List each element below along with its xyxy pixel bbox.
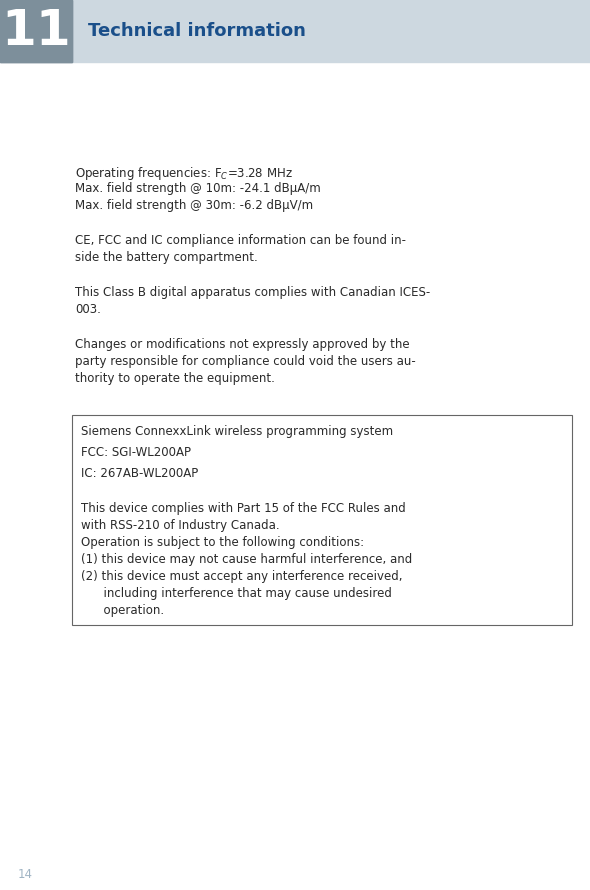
Text: party responsible for compliance could void the users au-: party responsible for compliance could v… (75, 355, 416, 368)
Text: Siemens ConnexxLink wireless programming system: Siemens ConnexxLink wireless programming… (81, 425, 393, 438)
Text: 14: 14 (18, 868, 33, 880)
Bar (0, 0, 590, 62)
Text: IC: 267AB-WL200AP: IC: 267AB-WL200AP (81, 467, 198, 480)
Text: FCC: SGI-WL200AP: FCC: SGI-WL200AP (81, 446, 191, 459)
Text: operation.: operation. (81, 604, 164, 617)
Text: This device complies with Part 15 of the FCC Rules and: This device complies with Part 15 of the… (81, 502, 406, 515)
Text: 003.: 003. (75, 303, 101, 316)
Bar (0, 0, 72, 62)
Text: Max. field strength @ 10m: -24.1 dBμA/m: Max. field strength @ 10m: -24.1 dBμA/m (75, 182, 321, 195)
Text: Max. field strength @ 30m: -6.2 dBμV/m: Max. field strength @ 30m: -6.2 dBμV/m (75, 199, 313, 212)
Text: with RSS-210 of Industry Canada.: with RSS-210 of Industry Canada. (81, 519, 280, 532)
Text: Operation is subject to the following conditions:: Operation is subject to the following co… (81, 536, 364, 549)
Text: side the battery compartment.: side the battery compartment. (75, 251, 258, 264)
Text: (2) this device must accept any interference received,: (2) this device must accept any interfer… (81, 570, 402, 583)
Bar (0, 0, 72, 62)
Text: This Class B digital apparatus complies with Canadian ICES-: This Class B digital apparatus complies … (75, 286, 430, 299)
Bar (72, 415, 572, 625)
Text: (1) this device may not cause harmful interference, and: (1) this device may not cause harmful in… (81, 553, 412, 566)
Text: Operating frequencies: F$_C$=3.28 MHz: Operating frequencies: F$_C$=3.28 MHz (75, 165, 293, 182)
Text: 11: 11 (1, 7, 71, 55)
Text: including interference that may cause undesired: including interference that may cause un… (81, 587, 392, 600)
Text: CE, FCC and IC compliance information can be found in-: CE, FCC and IC compliance information ca… (75, 234, 406, 247)
Text: Technical information: Technical information (88, 22, 306, 40)
Text: Changes or modifications not expressly approved by the: Changes or modifications not expressly a… (75, 338, 409, 351)
Text: thority to operate the equipment.: thority to operate the equipment. (75, 372, 275, 385)
